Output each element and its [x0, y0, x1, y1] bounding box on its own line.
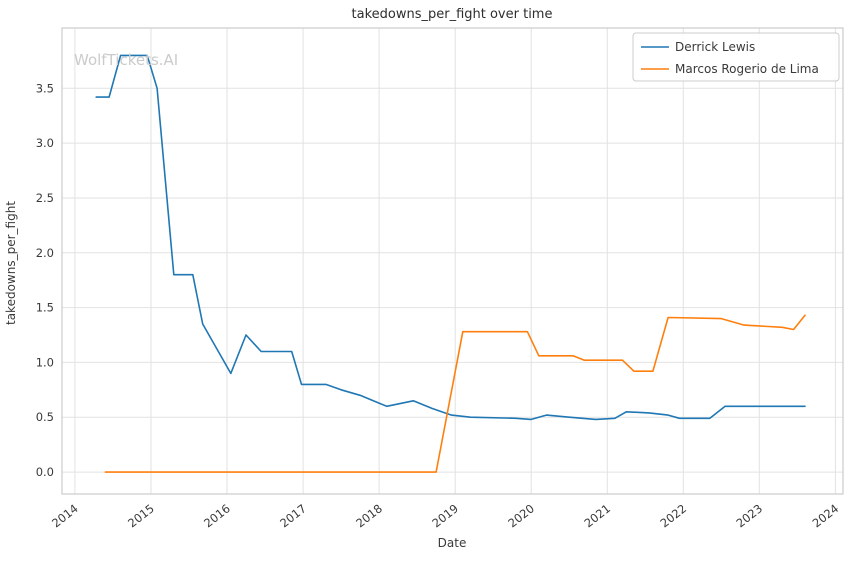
x-tick-label: 2024 [810, 501, 842, 530]
watermark: WolfTickets.AI [74, 51, 178, 69]
y-tick-label: 1.5 [36, 301, 54, 315]
legend: Derrick Lewis Marcos Rogerio de Lima [632, 32, 840, 82]
x-tick-label: 2017 [277, 501, 309, 530]
x-tick-label: 2020 [505, 501, 537, 530]
x-tick-label: 2021 [581, 501, 613, 530]
y-tick-label: 1.0 [36, 355, 54, 369]
series-line-marcos-rogerio-de-lima [104, 314, 806, 473]
y-tick-label: 3.5 [36, 81, 54, 95]
x-axis-label: Date [438, 536, 467, 550]
chart-title: takedowns_per_fight over time [352, 7, 553, 22]
x-tick-label: 2023 [733, 501, 765, 530]
series [95, 54, 806, 473]
legend-label-marcos-rogerio-de-lima: Marcos Rogerio de Lima [675, 62, 819, 76]
plot-border [61, 27, 844, 495]
y-tick-label: 2.5 [36, 191, 54, 205]
legend-label-derrick-lewis: Derrick Lewis [675, 40, 755, 54]
grid [62, 28, 843, 494]
series-line-derrick-lewis [95, 54, 806, 421]
y-tick-label: 0.0 [36, 465, 54, 479]
y-tick-label: 3.0 [36, 136, 54, 150]
x-tick-label: 2014 [49, 501, 81, 530]
x-tick-label: 2018 [353, 501, 385, 530]
x-tick-label: 2016 [201, 501, 233, 530]
y-tick-label: 2.0 [36, 246, 54, 260]
x-tick-label: 2022 [657, 501, 689, 530]
x-tick-label: 2015 [125, 501, 157, 530]
x-tick-label: 2019 [429, 501, 461, 530]
y-tick-label: 0.5 [36, 410, 54, 424]
legend-box [632, 32, 840, 82]
y-axis-label: takedowns_per_fight [4, 201, 18, 325]
